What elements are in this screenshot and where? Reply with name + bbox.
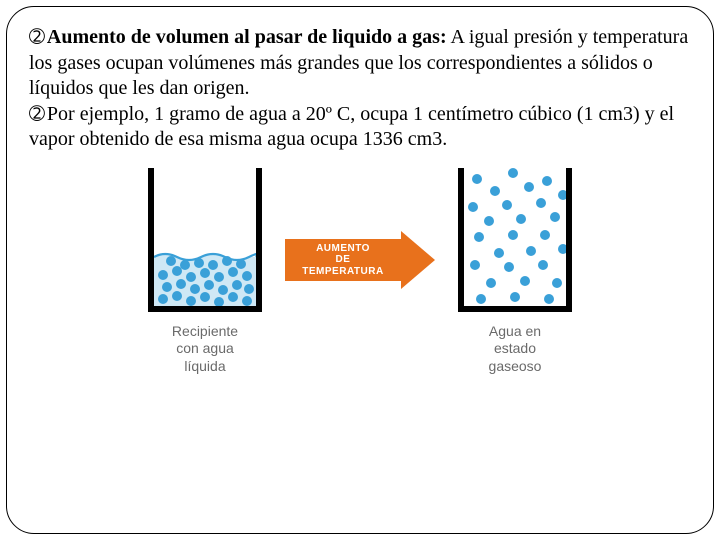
arrow-head-icon (401, 231, 435, 289)
right-caption: Agua en estado gaseoso (489, 323, 542, 376)
left-caption: Recipiente con agua líquida (172, 323, 238, 376)
bullet-2: ➁Por ejemplo, 1 gramo de agua a 20º C, o… (29, 102, 691, 153)
left-vessel-column: Recipiente con agua líquida (125, 165, 285, 376)
right-vessel-column: Agua en estado gaseoso (435, 165, 595, 376)
bullet-1: ➁Aumento de volumen al pasar de liquido … (29, 25, 691, 102)
bullet-rest: Por ejemplo, 1 gramo de agua a 20º C, oc… (29, 103, 674, 151)
bullet-glyph: ➁ (29, 27, 47, 48)
text-block: ➁Aumento de volumen al pasar de liquido … (29, 25, 691, 153)
bullet-glyph: ➁ (29, 104, 47, 125)
bullet-bold: Aumento de volumen al pasar de liquido a… (47, 26, 447, 48)
gas-vessel-svg (455, 165, 575, 315)
arrow-column: AUMENTO DE TEMPERATURA (285, 231, 435, 289)
gas-particles (468, 168, 568, 304)
liquid-vessel (145, 165, 265, 315)
slide-frame: ➁Aumento de volumen al pasar de liquido … (6, 6, 714, 534)
arrow-body: AUMENTO DE TEMPERATURA (285, 239, 401, 281)
temperature-arrow: AUMENTO DE TEMPERATURA (285, 231, 435, 289)
gas-vessel (455, 165, 575, 315)
liquid-vessel-svg (145, 165, 265, 315)
diagram: Recipiente con agua líquida AUMENTO DE T… (29, 165, 691, 376)
